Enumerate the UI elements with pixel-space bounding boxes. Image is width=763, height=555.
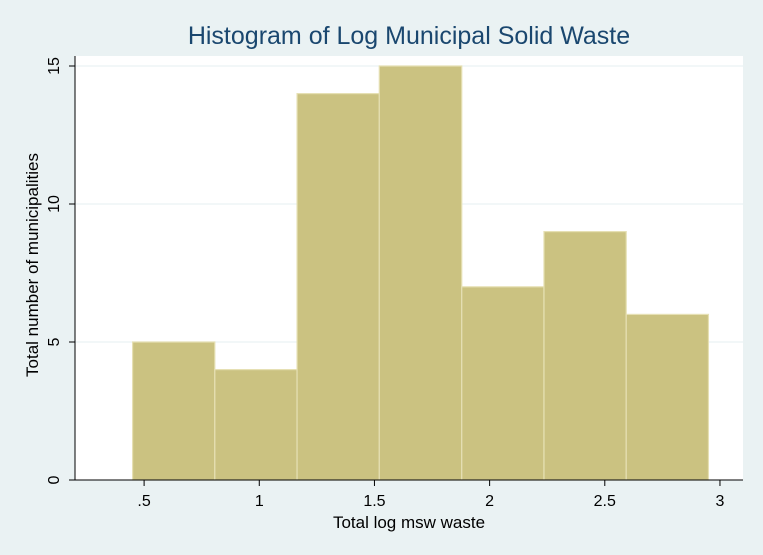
y-tick-label: 10 [46,195,63,213]
y-axis: 0 5 10 15 [46,56,76,484]
x-tick-label: 3 [716,493,725,510]
x-tick-label: 1 [255,493,264,510]
x-axis-title: Total log msw waste [333,513,485,532]
histogram-bar [461,286,545,481]
y-axis-title: Total number of municipalities [23,153,42,377]
histogram-bar [214,369,298,481]
histogram-bar [625,313,710,481]
x-tick-label: 2.5 [594,493,616,510]
histogram-bar [131,341,216,481]
histogram-bar [378,65,463,481]
x-tick-label: 1.5 [363,493,385,510]
histogram-bar [543,231,627,481]
y-tick-label: 5 [46,337,63,346]
bars [131,65,710,481]
x-axis: .5 1 1.5 2 2.5 3 [75,479,743,510]
histogram-bar [296,92,380,481]
x-tick-label: 2 [485,493,494,510]
y-tick-label: 15 [46,57,63,75]
x-tick-label: .5 [137,493,150,510]
y-tick-label: 0 [46,475,63,484]
chart-title: Histogram of Log Municipal Solid Waste [188,22,630,50]
